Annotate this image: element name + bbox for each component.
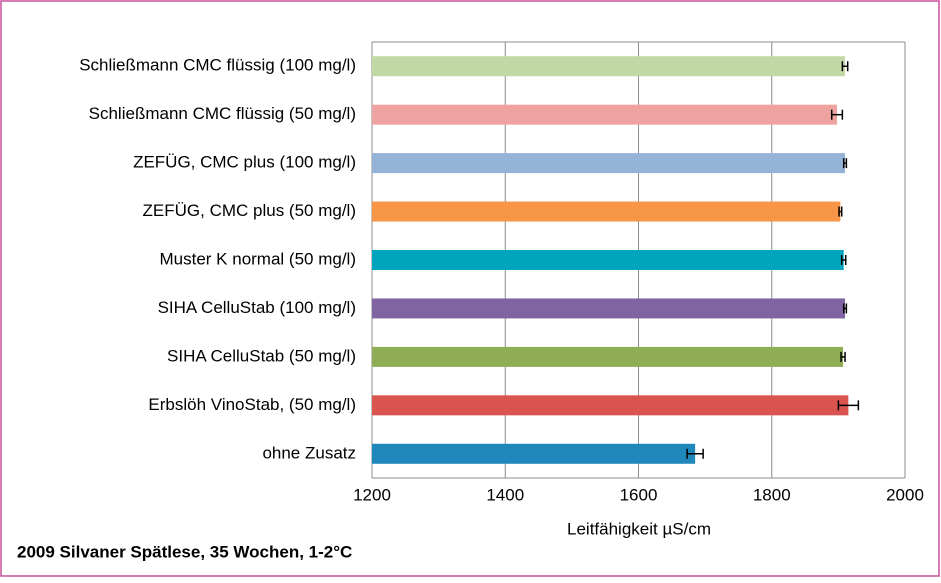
bar bbox=[372, 153, 846, 174]
bar bbox=[372, 395, 849, 416]
bar bbox=[372, 56, 846, 77]
x-tick-label: 1200 bbox=[353, 485, 391, 504]
x-tick-label: 1600 bbox=[620, 485, 658, 504]
error-bar bbox=[830, 109, 844, 120]
x-tick-label: 1400 bbox=[486, 485, 524, 504]
error-bar bbox=[686, 448, 704, 459]
y-tick-label: ohne Zusatz bbox=[262, 443, 356, 462]
bar bbox=[372, 201, 841, 222]
x-tick-label: 1800 bbox=[753, 485, 791, 504]
error-bar bbox=[841, 61, 849, 72]
error-bar bbox=[840, 351, 846, 362]
y-tick-label: Erbslöh VinoStab, (50 mg/l) bbox=[148, 395, 356, 414]
y-tick-label: SIHA CelluStab (100 mg/l) bbox=[158, 298, 356, 317]
bar bbox=[372, 298, 846, 319]
y-tick-label: ZEFÜG, CMC plus (100 mg/l) bbox=[133, 153, 356, 172]
error-bar bbox=[842, 158, 848, 169]
y-tick-label: SIHA CelluStab (50 mg/l) bbox=[167, 346, 356, 365]
y-tick-label: Schließmann CMC flüssig (50 mg/l) bbox=[89, 104, 356, 123]
y-tick-label: ZEFÜG, CMC plus (50 mg/l) bbox=[143, 201, 356, 220]
error-bar bbox=[840, 255, 847, 265]
bar bbox=[372, 104, 838, 125]
error-bar bbox=[838, 206, 843, 217]
bar bbox=[372, 346, 844, 367]
bar bbox=[372, 250, 844, 270]
error-bar bbox=[837, 400, 860, 411]
y-tick-label: Schließmann CMC flüssig (100 mg/l) bbox=[79, 56, 356, 75]
error-bar bbox=[842, 303, 848, 314]
x-tick-label: 2000 bbox=[886, 485, 924, 504]
bar bbox=[372, 443, 696, 464]
y-tick-label: Muster K normal (50 mg/l) bbox=[160, 249, 357, 268]
x-axis-label: Leitfähigkeit µS/cm bbox=[567, 519, 711, 538]
chart-title: 2009 Silvaner Spätlese, 35 Wochen, 1-2°C bbox=[17, 542, 352, 561]
